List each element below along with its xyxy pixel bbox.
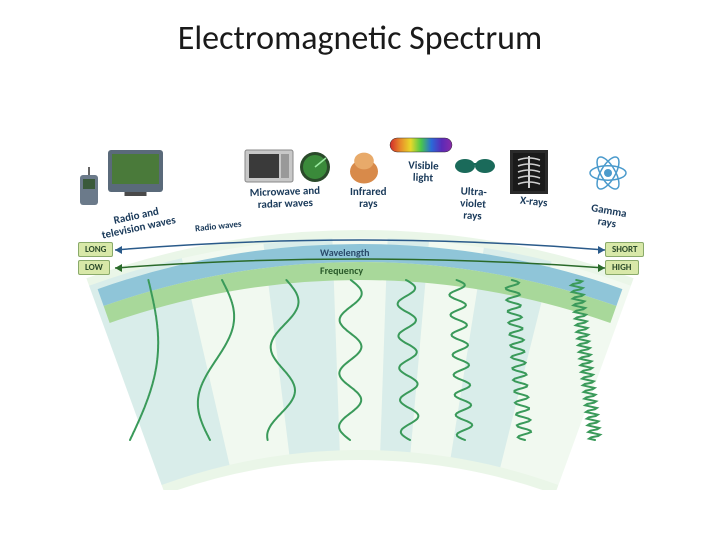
device-cell — [80, 167, 98, 205]
end-tag-right_top: SHORT — [605, 242, 644, 257]
device-tv — [108, 150, 163, 196]
em-spectrum-diagram: Radio andtelevision wavesRadio wavesMicr… — [60, 130, 660, 490]
device-microwave-oven — [245, 150, 293, 182]
band-label-frequency: Frequency — [320, 264, 363, 277]
end-tag-right_bot: HIGH — [605, 260, 639, 275]
label-microwave: Microwave andradar waves — [250, 185, 321, 212]
end-tag-left_bot: LOW — [78, 260, 110, 275]
page-title: Electromagnetic Spectrum — [0, 18, 720, 59]
device-heat — [350, 153, 378, 184]
device-sunglasses — [455, 159, 495, 173]
label-infrared: Infraredrays — [350, 186, 387, 210]
end-tag-left_top: LONG — [78, 242, 113, 257]
device-radar — [300, 152, 330, 182]
device-atom — [590, 154, 626, 192]
device-xray-img — [510, 150, 548, 194]
label-visible: Visiblelight — [408, 159, 439, 184]
label-uv: Ultra-violetrays — [459, 185, 487, 223]
spectrum-fan-svg — [60, 130, 660, 490]
band-label-wavelength: Wavelength — [320, 246, 370, 259]
